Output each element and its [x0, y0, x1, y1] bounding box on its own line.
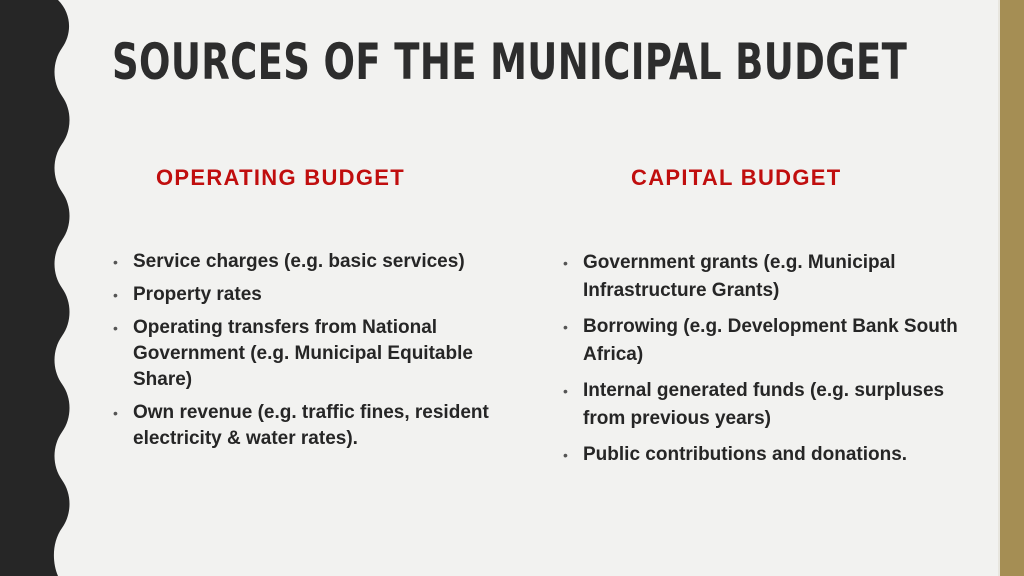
list-item: • Public contributions and donations.	[563, 441, 963, 469]
list-item: • Operating transfers from National Gover…	[113, 315, 493, 393]
list-item-text: Service charges (e.g. basic services)	[133, 251, 465, 272]
list-item-text: Own revenue (e.g. traffic fines, residen…	[133, 402, 489, 449]
left-wavy-band	[0, 0, 70, 576]
right-band-edge	[998, 0, 1000, 576]
bullet-icon: •	[563, 383, 568, 399]
list-item-text: Public contributions and donations.	[583, 444, 908, 465]
list-item-text: Government grants (e.g. Municipal Infras…	[583, 252, 896, 301]
list-item-text: Borrowing (e.g. Development Bank South A…	[583, 316, 958, 365]
bullet-icon: •	[563, 447, 568, 463]
list-item: • Government grants (e.g. Municipal Infra…	[563, 249, 963, 305]
bullet-icon: •	[113, 405, 118, 421]
slide-title: SOURCES OF THE MUNICIPAL BUDGET	[112, 33, 908, 91]
bullet-icon: •	[113, 320, 118, 336]
capital-budget-heading: CAPITAL BUDGET	[631, 165, 842, 190]
capital-budget-list: • Government grants (e.g. Municipal Infra…	[563, 249, 963, 477]
list-item: • Own revenue (e.g. traffic fines, reside…	[113, 400, 493, 452]
list-item: • Borrowing (e.g. Development Bank South …	[563, 313, 963, 369]
list-item: • Property rates	[113, 282, 493, 308]
list-item: • Service charges (e.g. basic services)	[113, 249, 493, 275]
bullet-icon: •	[113, 254, 118, 270]
right-accent-band	[1000, 0, 1024, 576]
bullet-icon: •	[113, 287, 118, 303]
list-item-text: Property rates	[133, 284, 262, 305]
bullet-icon: •	[563, 255, 568, 271]
operating-budget-heading: OPERATING BUDGET	[156, 165, 405, 190]
operating-budget-list: • Service charges (e.g. basic services) •…	[113, 249, 493, 459]
list-item-text: Internal generated funds (e.g. surpluses…	[583, 380, 945, 429]
list-item-text: Operating transfers from National Govern…	[133, 317, 473, 390]
bullet-icon: •	[563, 319, 568, 335]
list-item: • Internal generated funds (e.g. surpluse…	[563, 377, 963, 433]
